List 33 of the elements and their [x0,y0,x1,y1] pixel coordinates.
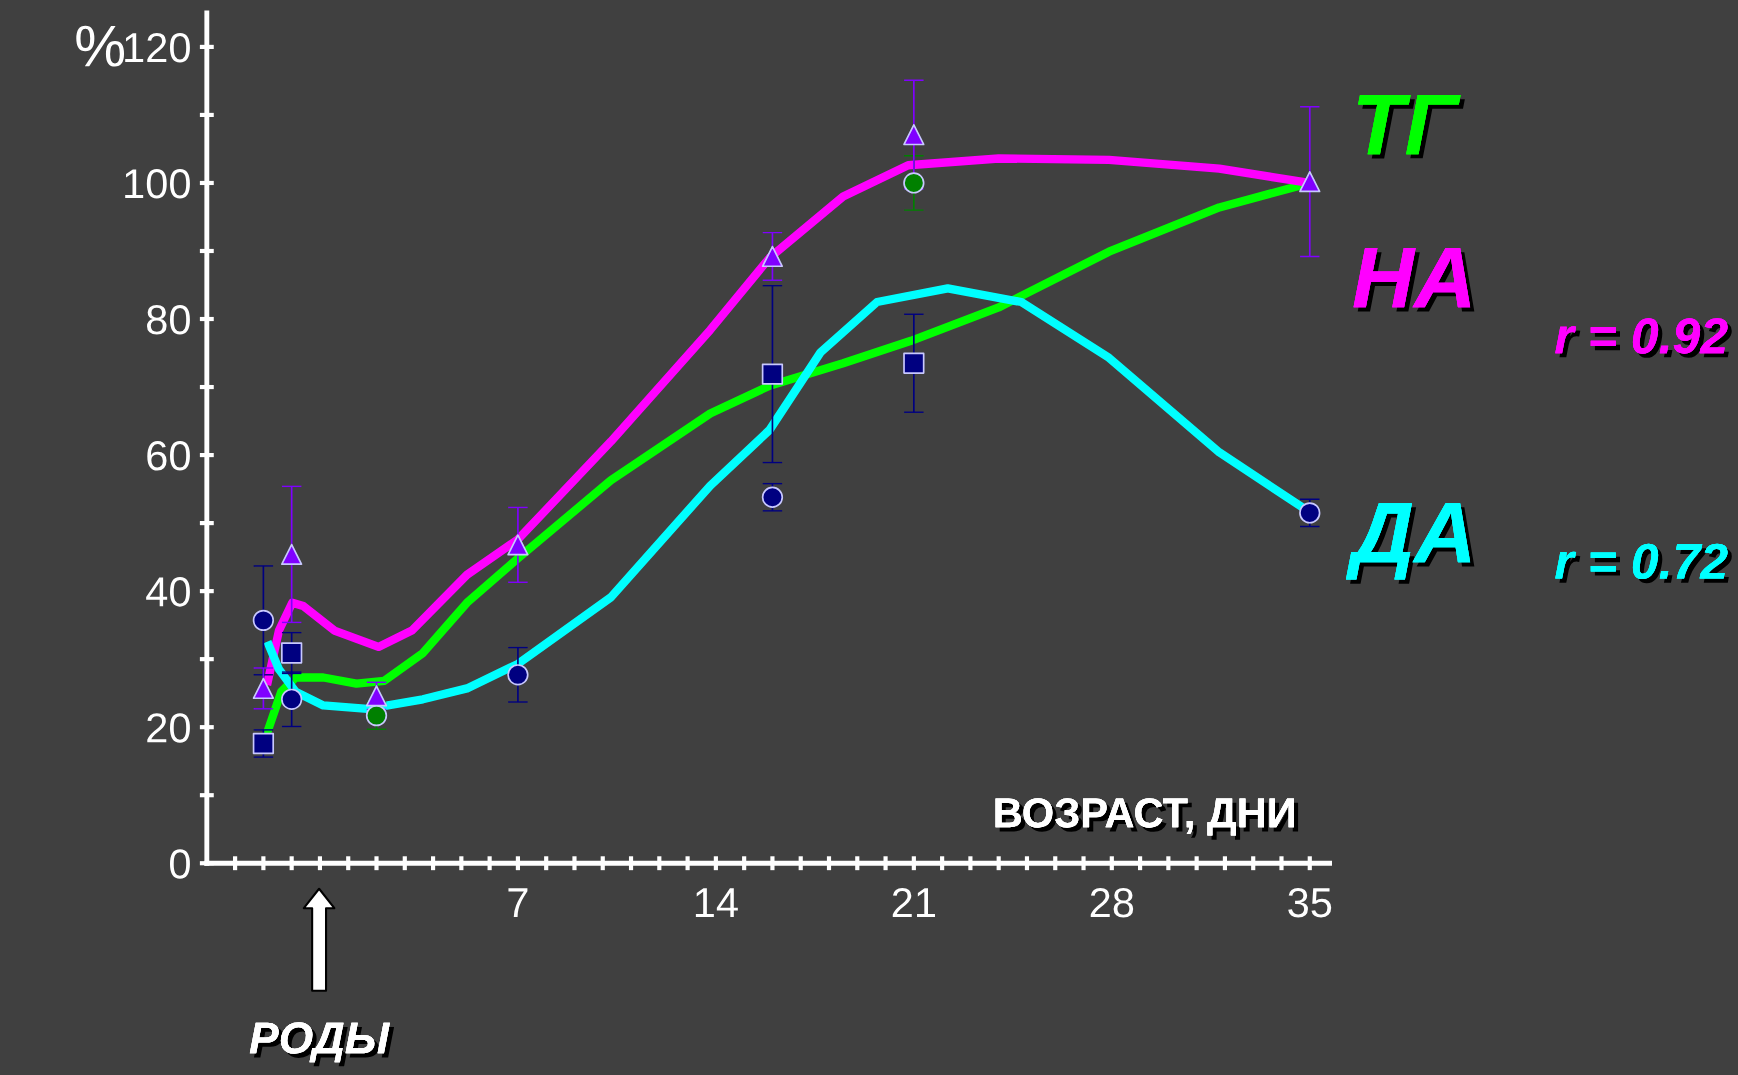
x-tick-label: 28 [1090,887,1134,918]
point [281,642,303,664]
text: РОДЫ [249,1022,395,1067]
x-tick-label: 14 [695,888,738,918]
text: r = 0.72 [1555,543,1732,584]
point [761,245,784,268]
point [252,609,275,632]
series-label: НА [1353,248,1475,312]
x-tick-label: 35 [1288,887,1332,918]
x-tick-label: 21 [892,887,935,918]
y-tick-label: 40 [146,577,190,607]
point [507,664,529,686]
point [903,124,925,146]
text: r = 0.92 [1555,318,1732,358]
y-tick-label: 60 [147,441,190,471]
point [281,543,303,566]
y-tick-label: 120 [125,32,190,63]
x-axis-title: ВОЗРАСТ, ДНИ [995,798,1299,840]
y-tick-label: 100 [125,168,190,199]
point [507,534,529,556]
x-tick-label: 7 [508,888,528,918]
y-axis-title: % [76,25,125,67]
y-tick-label: 80 [147,305,190,335]
y-tick-label: 20 [147,713,190,743]
point [1299,170,1321,193]
point [903,172,925,194]
y-tick-label: 0 [170,849,190,879]
point [761,363,784,385]
point [252,677,275,700]
point [903,352,925,374]
point [281,688,303,710]
series-label: ТГ [1358,94,1465,159]
series-label: ДА [1345,503,1475,584]
